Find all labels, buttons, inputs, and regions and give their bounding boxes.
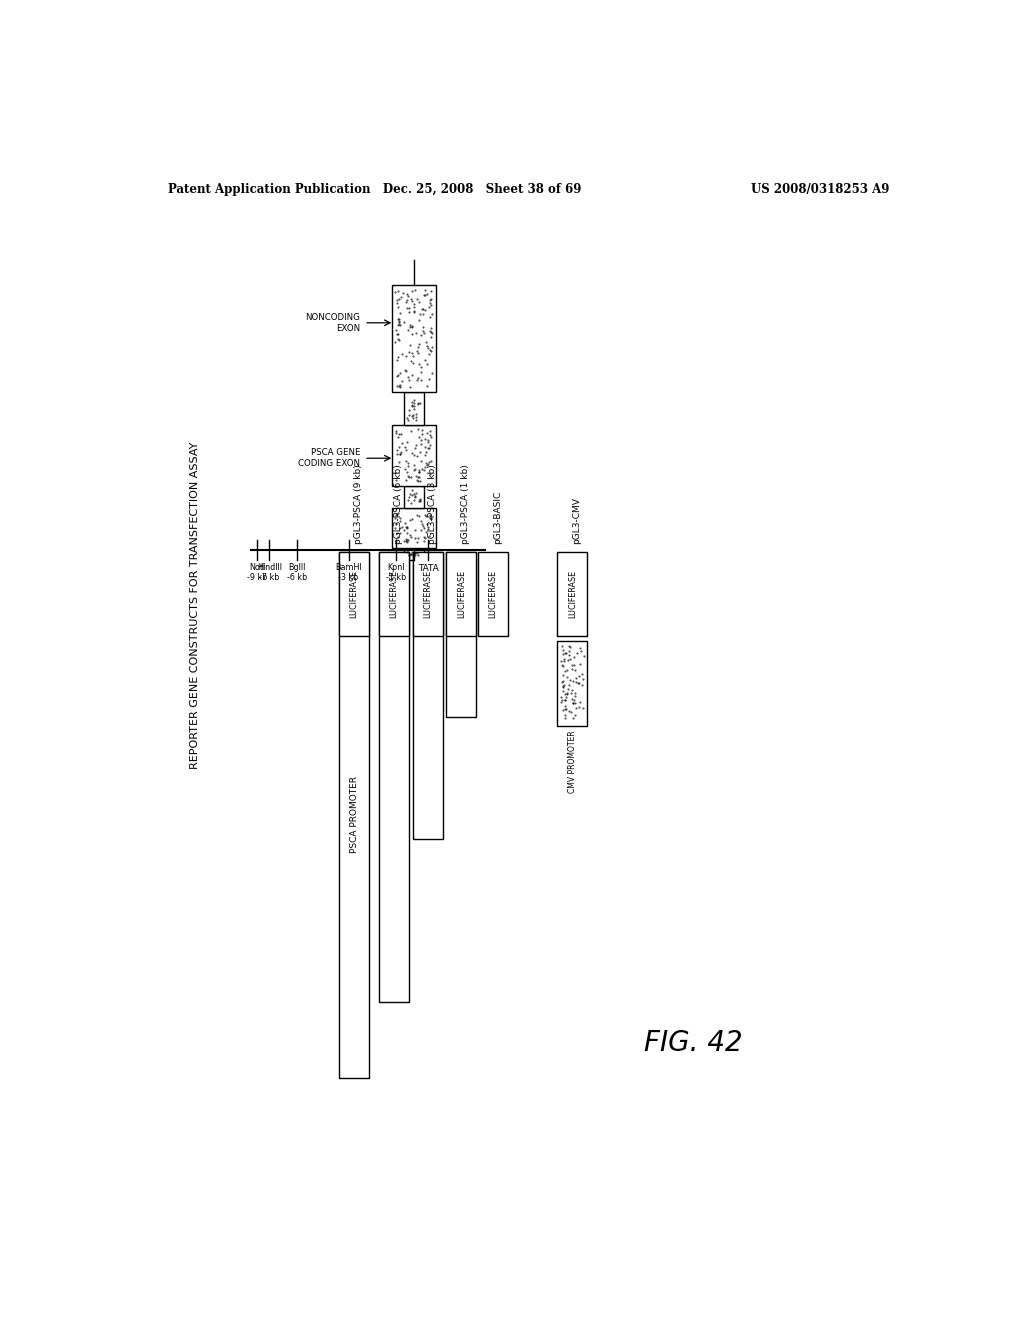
Text: FIG. 42: FIG. 42	[644, 1028, 742, 1057]
Text: TATA: TATA	[418, 564, 438, 573]
Bar	[339, 552, 370, 636]
Bar	[478, 552, 508, 636]
Text: BamHI
-3 kb: BamHI -3 kb	[335, 562, 361, 582]
Bar	[446, 552, 476, 636]
Text: LUCIFERASE: LUCIFERASE	[389, 570, 398, 618]
Text: pGL3-CMV: pGL3-CMV	[572, 496, 582, 544]
Bar	[392, 508, 435, 548]
Text: REPORTER GENE CONSTRUCTS FOR TRANSFECTION ASSAY: REPORTER GENE CONSTRUCTS FOR TRANSFECTIO…	[190, 442, 201, 770]
Text: LUCIFERASE: LUCIFERASE	[424, 570, 432, 618]
Bar	[403, 548, 424, 560]
Text: LUCIFERASE: LUCIFERASE	[457, 570, 466, 618]
Text: HindIII
-7 kb: HindIII -7 kb	[257, 562, 282, 582]
Bar	[557, 642, 588, 726]
Text: pGL3-PSCA (3 kb): pGL3-PSCA (3 kb)	[428, 463, 437, 544]
Text: LUCIFERASE: LUCIFERASE	[488, 570, 498, 618]
Text: KpnI
-1 kb: KpnI -1 kb	[386, 562, 407, 582]
Text: CMV PROMOTER: CMV PROMOTER	[568, 731, 577, 793]
Bar	[403, 392, 424, 425]
Bar	[379, 552, 409, 636]
Bar	[557, 552, 588, 636]
Bar	[413, 552, 443, 636]
Bar	[392, 425, 435, 486]
Bar	[379, 552, 409, 1002]
Bar	[392, 285, 435, 392]
Text: US 2008/0318253 A9: US 2008/0318253 A9	[752, 182, 890, 195]
Text: pGL3-BASIC: pGL3-BASIC	[494, 490, 502, 544]
Text: PSCA PROMOTER: PSCA PROMOTER	[349, 776, 358, 854]
Bar	[446, 552, 476, 718]
Bar	[413, 552, 443, 840]
Text: LUCIFERASE: LUCIFERASE	[349, 570, 358, 618]
Text: NotI
-9 kb: NotI -9 kb	[247, 562, 267, 582]
Text: LUCIFERASE: LUCIFERASE	[568, 570, 577, 618]
Bar	[339, 552, 370, 1078]
Text: PSCA GENE
CODING EXON: PSCA GENE CODING EXON	[298, 449, 360, 469]
Text: Patent Application Publication   Dec. 25, 2008   Sheet 38 of 69: Patent Application Publication Dec. 25, …	[168, 182, 581, 195]
Text: pGL3-PSCA (6 kb): pGL3-PSCA (6 kb)	[394, 463, 402, 544]
Text: pGL3-PSCA (9 kb): pGL3-PSCA (9 kb)	[354, 463, 364, 544]
Text: pGL3-PSCA (1 kb): pGL3-PSCA (1 kb)	[461, 463, 470, 544]
Text: BglII
-6 kb: BglII -6 kb	[287, 562, 307, 582]
Bar	[403, 486, 424, 508]
Text: NONCODING
EXON: NONCODING EXON	[305, 313, 360, 333]
